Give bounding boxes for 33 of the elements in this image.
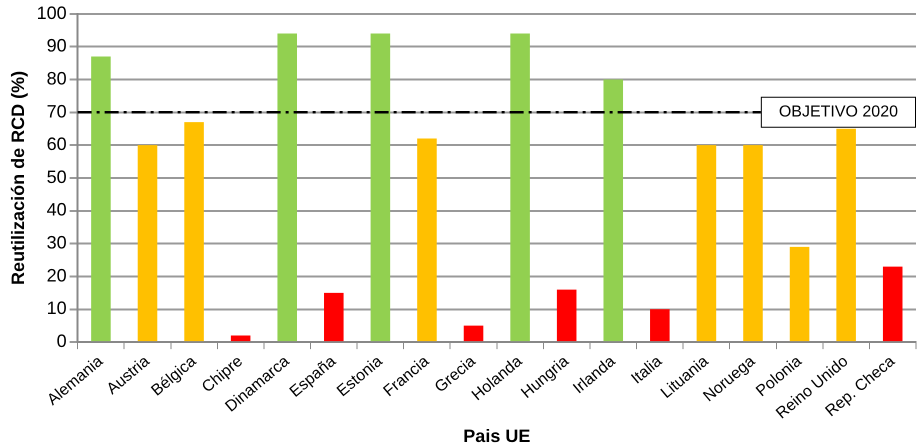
y-tick-label: 80 xyxy=(46,68,67,88)
bar xyxy=(184,122,204,342)
bar xyxy=(882,266,902,342)
x-axis-title: Pais UE xyxy=(463,426,530,446)
bar xyxy=(370,34,390,342)
y-tick-label: 90 xyxy=(46,36,67,56)
bar xyxy=(743,145,763,342)
y-tick-label: 40 xyxy=(46,200,67,220)
bar xyxy=(464,326,484,342)
y-tick-label: 10 xyxy=(46,298,67,318)
bar xyxy=(603,79,624,342)
bar xyxy=(696,145,716,342)
y-tick-label: 60 xyxy=(46,134,67,154)
bar xyxy=(417,138,437,342)
bar xyxy=(836,128,856,342)
y-tick-label: 100 xyxy=(36,2,67,23)
y-tick-label: 20 xyxy=(46,265,67,286)
y-axis-title: Reutilización de RCD (%) xyxy=(8,70,28,285)
bar xyxy=(510,34,530,342)
bar xyxy=(91,56,111,342)
y-tick-label: 50 xyxy=(46,166,67,187)
bar xyxy=(556,290,576,342)
bar xyxy=(138,145,158,342)
bar xyxy=(277,34,298,342)
y-tick-label: 0 xyxy=(56,331,67,352)
y-tick-label: 30 xyxy=(46,232,67,253)
y-tick-label: 70 xyxy=(46,101,67,122)
bar xyxy=(790,246,810,342)
bar xyxy=(230,336,250,342)
x-tick-label: Italia xyxy=(628,352,666,388)
bar xyxy=(650,309,670,342)
ref-line-label: OBJETIVO 2020 xyxy=(778,104,898,121)
bar xyxy=(324,292,344,342)
